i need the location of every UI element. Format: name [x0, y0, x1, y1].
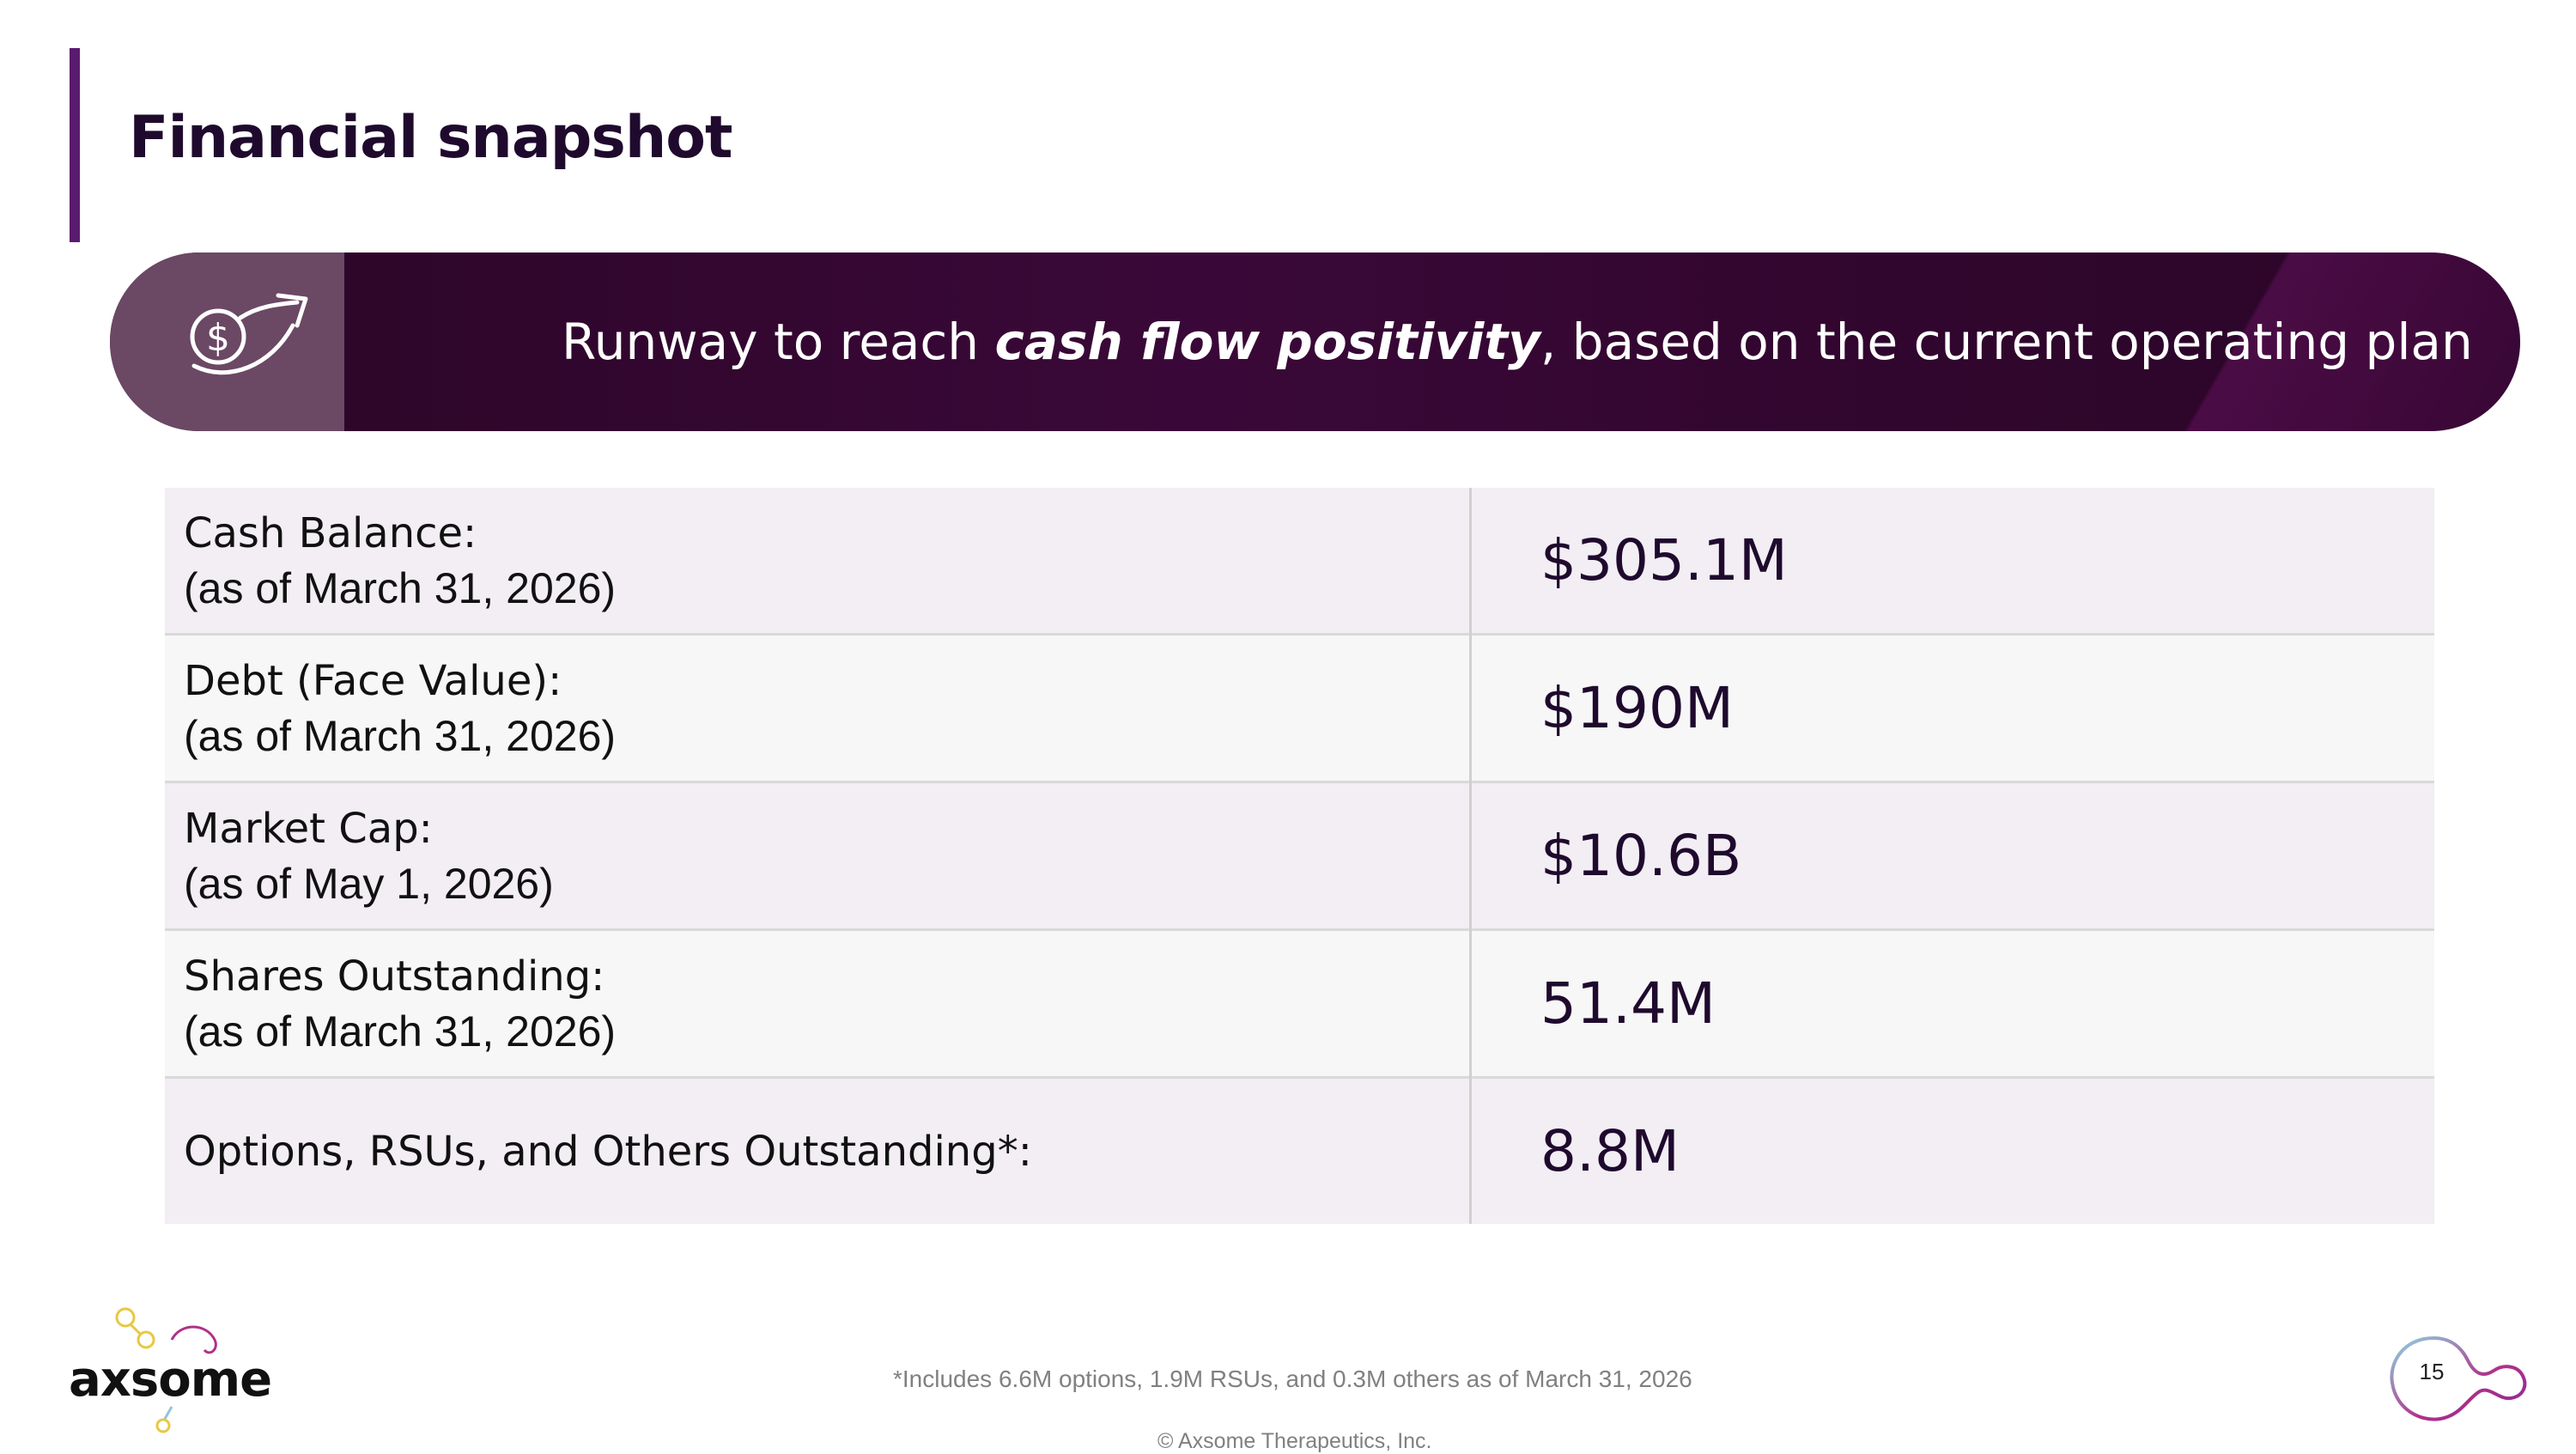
table-row: Debt (Face Value): (as of March 31, 2026… [165, 634, 2434, 782]
row-value: $305.1M [1470, 488, 2434, 635]
row-value: 8.8M [1470, 1077, 2434, 1224]
row-label: Cash Balance: [184, 508, 477, 557]
row-label-cell: Cash Balance: (as of March 31, 2026) [165, 488, 1472, 635]
row-sublabel: (as of March 31, 2026) [184, 711, 617, 760]
row-label-cell: Shares Outstanding: (as of March 31, 202… [165, 929, 1472, 1078]
table-row: Options, RSUs, and Others Outstanding*: … [165, 1077, 2434, 1224]
row-sublabel: (as of March 31, 2026) [184, 563, 617, 612]
axsome-logo: axsome [69, 1305, 275, 1434]
financial-table: Cash Balance: (as of March 31, 2026) $30… [165, 488, 2434, 1224]
row-label: Options, RSUs, and Others Outstanding*: [184, 1127, 1032, 1176]
logo-molecule-icon [115, 1307, 217, 1433]
dollar-arrow-icon: $ [190, 293, 308, 375]
banner-decoration [2142, 252, 2520, 431]
row-sublabel: (as of May 1, 2026) [184, 859, 554, 908]
row-sublabel: (as of March 31, 2026) [184, 1007, 617, 1056]
runway-banner: $ Runway to reach cash flow positivity, … [110, 252, 2520, 431]
row-label: Market Cap: [184, 804, 433, 853]
footnote: *Includes 6.6M options, 1.9M RSUs, and 0… [893, 1366, 1692, 1392]
row-value: 51.4M [1470, 929, 2434, 1078]
title-accent-bar [70, 48, 80, 242]
svg-text:$: $ [206, 316, 230, 360]
row-value: $190M [1470, 634, 2434, 782]
table-row: Shares Outstanding: (as of March 31, 202… [165, 929, 2434, 1078]
row-label-cell: Debt (Face Value): (as of March 31, 2026… [165, 634, 1472, 782]
page-number: 15 [2419, 1359, 2445, 1384]
logo-wordmark: axsome [69, 1352, 272, 1408]
page-number-badge-icon [2390, 1335, 2527, 1421]
banner-text-emphasis: cash flow positivity [994, 313, 1540, 371]
row-label-cell: Market Cap: (as of May 1, 2026) [165, 782, 1472, 930]
table-row: Cash Balance: (as of March 31, 2026) $30… [165, 488, 2434, 635]
row-value: $10.6B [1470, 782, 2434, 930]
table-row: Market Cap: (as of May 1, 2026) $10.6B [165, 782, 2434, 930]
banner-text: Runway to reach cash flow positivity, ba… [562, 252, 2473, 431]
page-title: Financial snapshot [129, 104, 733, 172]
banner-text-after: , based on the current operating plan [1540, 313, 2473, 371]
banner-text-before: Runway to reach [562, 313, 995, 371]
row-label: Shares Outstanding: [184, 952, 605, 1001]
copyright: © Axsome Therapeutics, Inc. [1157, 1429, 1432, 1453]
banner-icon-box: $ [110, 252, 344, 431]
row-label-cell: Options, RSUs, and Others Outstanding*: [165, 1077, 1472, 1224]
row-label: Debt (Face Value): [184, 656, 562, 705]
